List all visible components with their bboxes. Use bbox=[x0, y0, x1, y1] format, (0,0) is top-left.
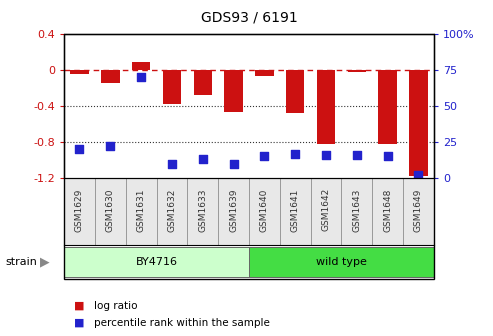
Text: GSM1632: GSM1632 bbox=[168, 188, 176, 232]
Bar bbox=[403, 178, 434, 245]
Bar bbox=[249, 178, 280, 245]
Point bbox=[384, 154, 391, 159]
Bar bbox=[126, 178, 157, 245]
Bar bbox=[341, 178, 372, 245]
Bar bbox=[249, 247, 434, 277]
Text: GSM1642: GSM1642 bbox=[321, 188, 330, 232]
Bar bbox=[64, 247, 249, 277]
Text: GSM1648: GSM1648 bbox=[383, 188, 392, 232]
Bar bbox=[193, 70, 212, 95]
Bar bbox=[64, 178, 95, 245]
Bar bbox=[132, 62, 150, 70]
Point bbox=[230, 161, 238, 166]
Text: GSM1633: GSM1633 bbox=[198, 188, 207, 232]
Bar bbox=[280, 178, 311, 245]
Text: GSM1641: GSM1641 bbox=[291, 188, 300, 232]
Text: GSM1630: GSM1630 bbox=[106, 188, 115, 232]
Text: ■: ■ bbox=[74, 318, 84, 328]
Bar bbox=[95, 178, 126, 245]
Bar bbox=[348, 70, 366, 72]
Text: GDS93 / 6191: GDS93 / 6191 bbox=[201, 10, 297, 24]
Text: GSM1643: GSM1643 bbox=[352, 188, 361, 232]
Text: BY4716: BY4716 bbox=[136, 257, 177, 267]
Bar bbox=[378, 70, 397, 144]
Point bbox=[168, 161, 176, 166]
Bar bbox=[224, 70, 243, 112]
Text: ■: ■ bbox=[74, 301, 84, 311]
Point bbox=[322, 152, 330, 158]
Bar bbox=[255, 70, 274, 76]
Text: GSM1649: GSM1649 bbox=[414, 188, 423, 232]
Point bbox=[137, 74, 145, 80]
Point bbox=[291, 151, 299, 156]
Point bbox=[353, 152, 361, 158]
Point bbox=[75, 146, 83, 152]
Bar bbox=[163, 70, 181, 104]
Bar bbox=[70, 70, 89, 74]
Text: GSM1631: GSM1631 bbox=[137, 188, 145, 232]
Bar bbox=[311, 178, 341, 245]
Bar bbox=[157, 178, 187, 245]
Text: strain: strain bbox=[5, 257, 37, 267]
Bar bbox=[317, 70, 335, 144]
Point bbox=[415, 172, 423, 178]
Point bbox=[106, 143, 114, 149]
Bar bbox=[218, 178, 249, 245]
Text: percentile rank within the sample: percentile rank within the sample bbox=[94, 318, 270, 328]
Bar bbox=[372, 178, 403, 245]
Text: log ratio: log ratio bbox=[94, 301, 137, 311]
Bar bbox=[187, 178, 218, 245]
Text: wild type: wild type bbox=[316, 257, 367, 267]
Point bbox=[199, 157, 207, 162]
Bar bbox=[286, 70, 305, 113]
Bar bbox=[101, 70, 119, 83]
Text: GSM1629: GSM1629 bbox=[75, 188, 84, 232]
Text: ▶: ▶ bbox=[39, 256, 49, 268]
Text: GSM1639: GSM1639 bbox=[229, 188, 238, 232]
Text: GSM1640: GSM1640 bbox=[260, 188, 269, 232]
Bar bbox=[409, 70, 427, 176]
Point bbox=[260, 154, 268, 159]
